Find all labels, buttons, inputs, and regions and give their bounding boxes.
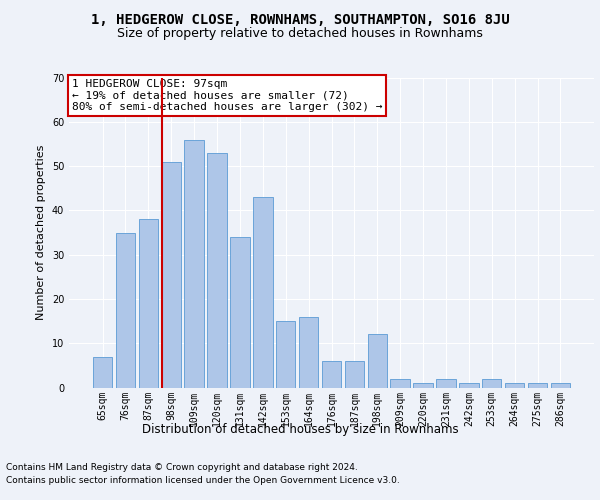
Bar [208, 153, 227, 388]
Bar [459, 383, 479, 388]
Bar [116, 232, 135, 388]
Text: Size of property relative to detached houses in Rownhams: Size of property relative to detached ho… [117, 28, 483, 40]
Bar [436, 378, 455, 388]
Bar [139, 219, 158, 388]
Bar [184, 140, 204, 388]
Bar [161, 162, 181, 388]
Bar [528, 383, 547, 388]
Bar [482, 378, 502, 388]
Text: 1, HEDGEROW CLOSE, ROWNHAMS, SOUTHAMPTON, SO16 8JU: 1, HEDGEROW CLOSE, ROWNHAMS, SOUTHAMPTON… [91, 12, 509, 26]
Bar [93, 356, 112, 388]
Bar [505, 383, 524, 388]
Text: Contains public sector information licensed under the Open Government Licence v3: Contains public sector information licen… [6, 476, 400, 485]
Bar [344, 361, 364, 388]
Text: Contains HM Land Registry data © Crown copyright and database right 2024.: Contains HM Land Registry data © Crown c… [6, 462, 358, 471]
Bar [551, 383, 570, 388]
Text: 1 HEDGEROW CLOSE: 97sqm
← 19% of detached houses are smaller (72)
80% of semi-de: 1 HEDGEROW CLOSE: 97sqm ← 19% of detache… [71, 79, 382, 112]
Bar [230, 237, 250, 388]
Bar [413, 383, 433, 388]
Bar [299, 316, 319, 388]
Bar [253, 197, 272, 388]
Bar [391, 378, 410, 388]
Bar [322, 361, 341, 388]
Text: Distribution of detached houses by size in Rownhams: Distribution of detached houses by size … [142, 422, 458, 436]
Bar [276, 321, 295, 388]
Y-axis label: Number of detached properties: Number of detached properties [36, 145, 46, 320]
Bar [368, 334, 387, 388]
